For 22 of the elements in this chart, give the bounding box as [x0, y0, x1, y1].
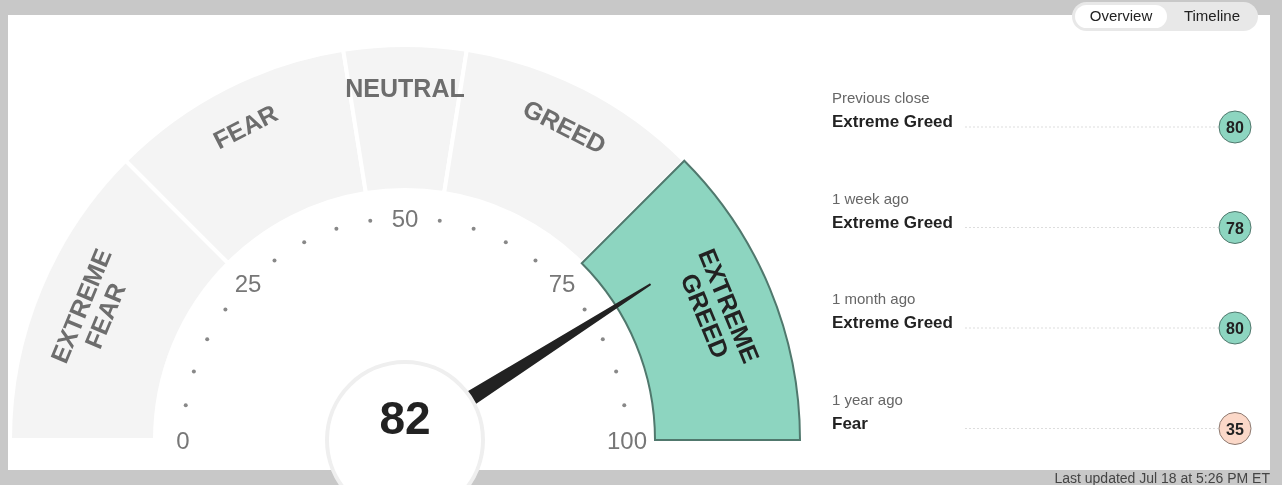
text: 1 month ago	[832, 290, 916, 307]
text: Extreme Greed	[832, 112, 953, 131]
text: 1 year ago	[832, 390, 903, 408]
text: 82	[379, 392, 431, 444]
text: Extreme Greed	[832, 313, 953, 332]
text: Timeline	[1183, 7, 1241, 24]
text: Fear	[832, 413, 869, 433]
text: 75	[548, 270, 576, 298]
text: 78	[1226, 219, 1244, 237]
text: Last updated Jul 18 at 5:26 PM ET	[1054, 470, 1271, 485]
text: 50	[391, 205, 419, 232]
text: 80	[1226, 320, 1244, 337]
text: 100	[606, 427, 648, 454]
text: 80	[1226, 119, 1244, 136]
text: Extreme Greed	[832, 212, 953, 232]
text: Overview	[1089, 7, 1153, 24]
text: 0	[176, 427, 190, 454]
text: 35	[1226, 420, 1244, 438]
text: 1 week ago	[832, 189, 909, 207]
text: Previous close	[832, 89, 930, 106]
slice-label: NEUTRAL	[345, 74, 465, 102]
text: 25	[234, 270, 262, 298]
